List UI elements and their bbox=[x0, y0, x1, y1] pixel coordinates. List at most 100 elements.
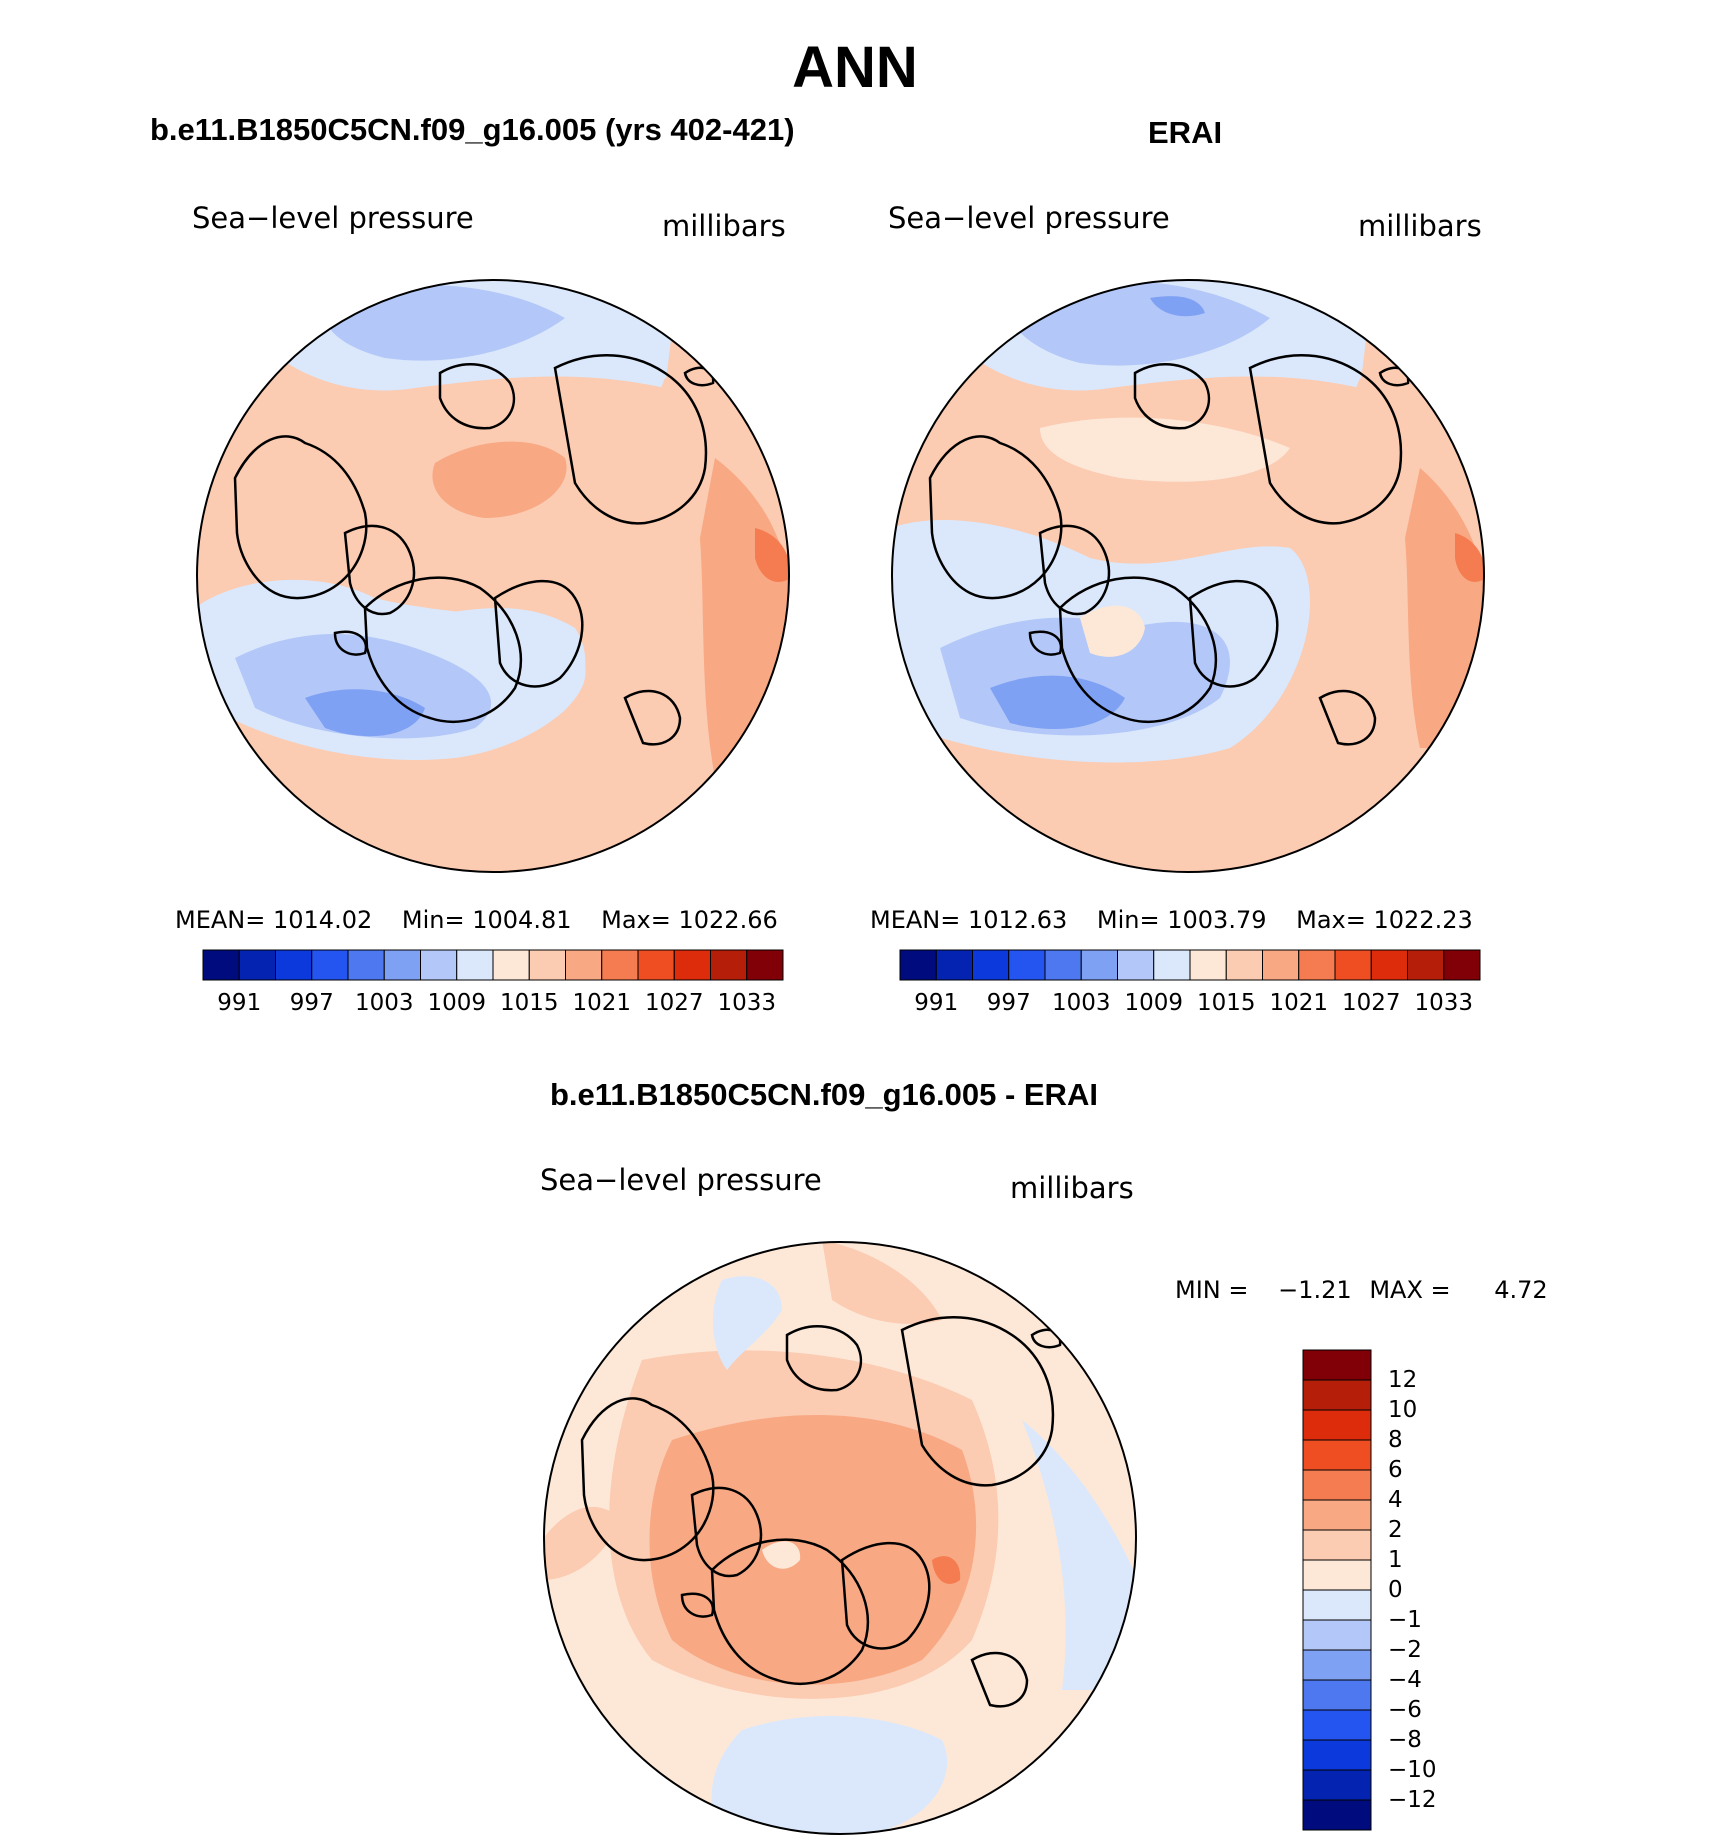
diff-contour-positive-max bbox=[932, 1556, 961, 1584]
panel-diff-stats: MIN = −1.21 MAX = 4.72 bbox=[1175, 1275, 1548, 1305]
colorbar-swatch bbox=[492, 949, 530, 981]
colorbar-tick-label: 1015 bbox=[1196, 990, 1256, 1016]
colorbar-tick-label: −6 bbox=[1388, 1697, 1422, 1723]
colorbar-swatch bbox=[899, 949, 937, 981]
colorbar-swatch bbox=[238, 949, 276, 981]
colorbar-swatch bbox=[601, 949, 639, 981]
land-siberia bbox=[1248, 354, 1403, 525]
colorbar-swatch bbox=[1302, 1799, 1372, 1831]
slp-contour-icelandic-mid bbox=[235, 634, 492, 739]
slp-contour-siberian-max bbox=[755, 528, 789, 582]
land-sakhalin bbox=[683, 366, 715, 387]
colorbar-swatch bbox=[1080, 949, 1118, 981]
panel-right-title: ERAI bbox=[1148, 115, 1223, 150]
colorbar-tick-label: 1033 bbox=[1414, 990, 1474, 1016]
slp-contour-pacific-pos bbox=[205, 514, 285, 572]
stat-max-label: MAX = bbox=[1369, 1276, 1451, 1304]
map-border bbox=[196, 279, 790, 873]
stat-min-label: Min= bbox=[1096, 906, 1160, 934]
map-border bbox=[543, 1241, 1137, 1835]
slp-contour-aleutian-max bbox=[1150, 296, 1205, 317]
slp-contour-icelandic-core bbox=[305, 689, 425, 737]
land-iceland bbox=[1028, 630, 1063, 656]
colorbar-swatch bbox=[673, 949, 711, 981]
colorbar-tick-label: 997 bbox=[986, 990, 1031, 1016]
colorbar-swatch bbox=[1302, 1649, 1372, 1681]
colorbar-swatch bbox=[935, 949, 973, 981]
colorbar-swatch bbox=[1302, 1619, 1372, 1651]
colorbar-swatch bbox=[456, 949, 494, 981]
slp-contour-aleutian-core bbox=[323, 284, 565, 361]
colorbar-tick-label: 1015 bbox=[499, 990, 559, 1016]
colorbar-tick-label: 1009 bbox=[427, 990, 487, 1016]
panel-diff-map bbox=[543, 1241, 1137, 1835]
panel-diff-title: b.e11.B1850C5CN.f09_g16.005 - ERAI bbox=[550, 1077, 1098, 1112]
colorbar-swatch bbox=[275, 949, 313, 981]
land-europe bbox=[623, 689, 682, 746]
slp-contour-arctic-high bbox=[432, 441, 567, 518]
panel-diff-colorbar bbox=[1302, 1349, 1372, 1831]
colorbar-swatch bbox=[1044, 949, 1082, 981]
colorbar-tick-label: 12 bbox=[1388, 1367, 1418, 1393]
panel-left-colorbar-labels: 991 997 1003 1009 1015 1021 1027 1033 bbox=[203, 990, 783, 1020]
land-north-america bbox=[928, 435, 1063, 600]
stat-min-value: 1004.81 bbox=[472, 906, 572, 934]
slp-contour-siberian-max bbox=[1455, 533, 1484, 582]
land-greenland bbox=[363, 576, 523, 723]
colorbar-tick-label: 997 bbox=[289, 990, 334, 1016]
colorbar-tick-label: −8 bbox=[1388, 1727, 1422, 1753]
colorbar-swatch bbox=[1302, 1379, 1372, 1411]
colorbar-tick-label: 0 bbox=[1388, 1577, 1403, 1603]
stat-mean-label: MEAN= bbox=[870, 906, 961, 934]
colorbar-tick-label: 1 bbox=[1388, 1547, 1403, 1573]
stat-max-value: 1022.23 bbox=[1373, 906, 1473, 934]
slp-contour-greenland-high bbox=[442, 553, 575, 608]
colorbar-swatch bbox=[1189, 949, 1227, 981]
colorbar-tick-label: 1021 bbox=[1269, 990, 1329, 1016]
colorbar-swatch bbox=[383, 949, 421, 981]
land-siberia bbox=[553, 354, 708, 525]
land-scandinavia bbox=[493, 579, 584, 688]
colorbar-tick-label: 8 bbox=[1388, 1427, 1403, 1453]
land-siberia bbox=[900, 1316, 1055, 1487]
stat-min-label: Min= bbox=[401, 906, 465, 934]
land-scandinavia bbox=[840, 1541, 931, 1650]
land-europe bbox=[970, 1651, 1029, 1708]
land-iceland bbox=[680, 1592, 715, 1618]
panel-left-units: millibars bbox=[662, 209, 786, 243]
land-chukotka bbox=[1133, 363, 1211, 430]
land-greenland bbox=[1058, 576, 1218, 723]
colorbar-swatch bbox=[1407, 949, 1445, 981]
stat-max-label: Max= bbox=[601, 906, 671, 934]
colorbar-tick-label: 2 bbox=[1388, 1517, 1403, 1543]
panel-diff-colorbar-labels: 12 10 8 6 4 2 1 0 −1 −2 −4 −6 −8 −10 −12 bbox=[1388, 1350, 1488, 1830]
panel-left-variable: Sea−level pressure bbox=[192, 201, 474, 235]
colorbar-tick-label: 1027 bbox=[644, 990, 704, 1016]
colorbar-tick-label: −12 bbox=[1388, 1787, 1437, 1813]
colorbar-swatch bbox=[528, 949, 566, 981]
colorbar-tick-label: 4 bbox=[1388, 1487, 1403, 1513]
panel-left-stats: MEAN= 1014.02 Min= 1004.81 Max= 1022.66 bbox=[175, 905, 778, 935]
colorbar-swatch bbox=[1334, 949, 1372, 981]
panel-right-variable: Sea−level pressure bbox=[888, 201, 1170, 235]
colorbar-swatch bbox=[1117, 949, 1155, 981]
figure-title: ANN bbox=[792, 35, 918, 100]
land-europe bbox=[1318, 689, 1377, 746]
colorbar-swatch bbox=[1370, 949, 1408, 981]
panel-right-stats: MEAN= 1012.63 Min= 1003.79 Max= 1022.23 bbox=[870, 905, 1473, 935]
land-greenland bbox=[710, 1538, 870, 1685]
colorbar-tick-label: −1 bbox=[1388, 1607, 1422, 1633]
colorbar-swatch bbox=[1298, 949, 1336, 981]
colorbar-tick-label: 1003 bbox=[354, 990, 414, 1016]
colorbar-swatch bbox=[1302, 1769, 1372, 1801]
land-sakhalin bbox=[1030, 1328, 1062, 1349]
panel-diff-variable: Sea−level pressure bbox=[540, 1163, 822, 1197]
stat-max-label: Max= bbox=[1296, 906, 1366, 934]
colorbar-swatch bbox=[710, 949, 748, 981]
colorbar-swatch bbox=[1302, 1469, 1372, 1501]
colorbar-tick-label: 1033 bbox=[717, 990, 777, 1016]
colorbar-swatch bbox=[637, 949, 675, 981]
diff-contour-pacific-pos bbox=[544, 1507, 622, 1580]
stat-min-label: MIN = bbox=[1175, 1276, 1249, 1304]
slp-contour-icelandic-core bbox=[990, 675, 1125, 730]
